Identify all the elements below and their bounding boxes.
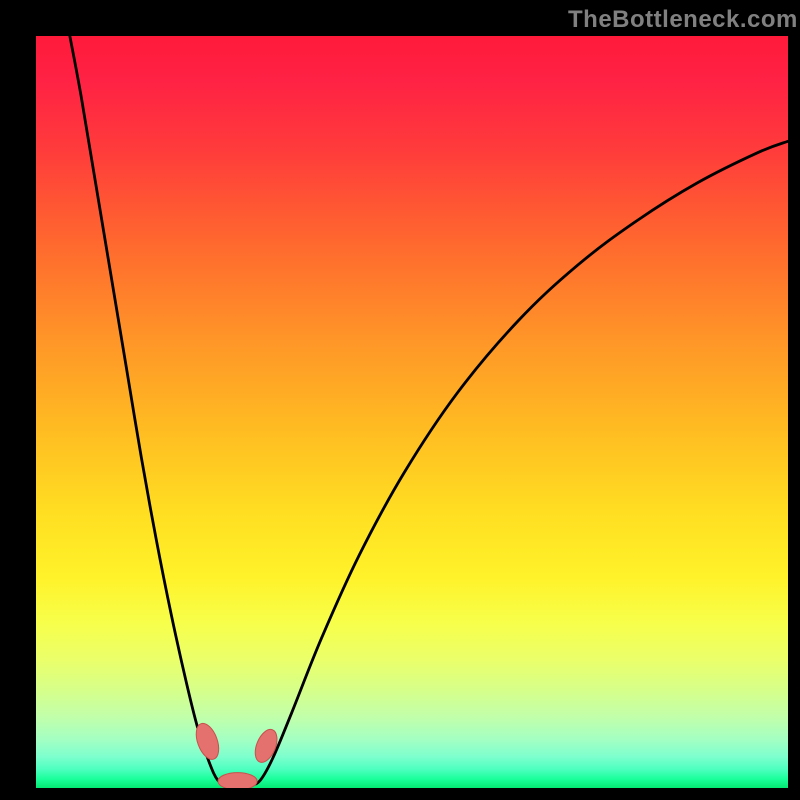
marker-blob-2 [218, 773, 257, 790]
plot-background [36, 36, 788, 788]
watermark-text: TheBottleneck.com [568, 6, 798, 34]
plot-svg [0, 0, 800, 800]
